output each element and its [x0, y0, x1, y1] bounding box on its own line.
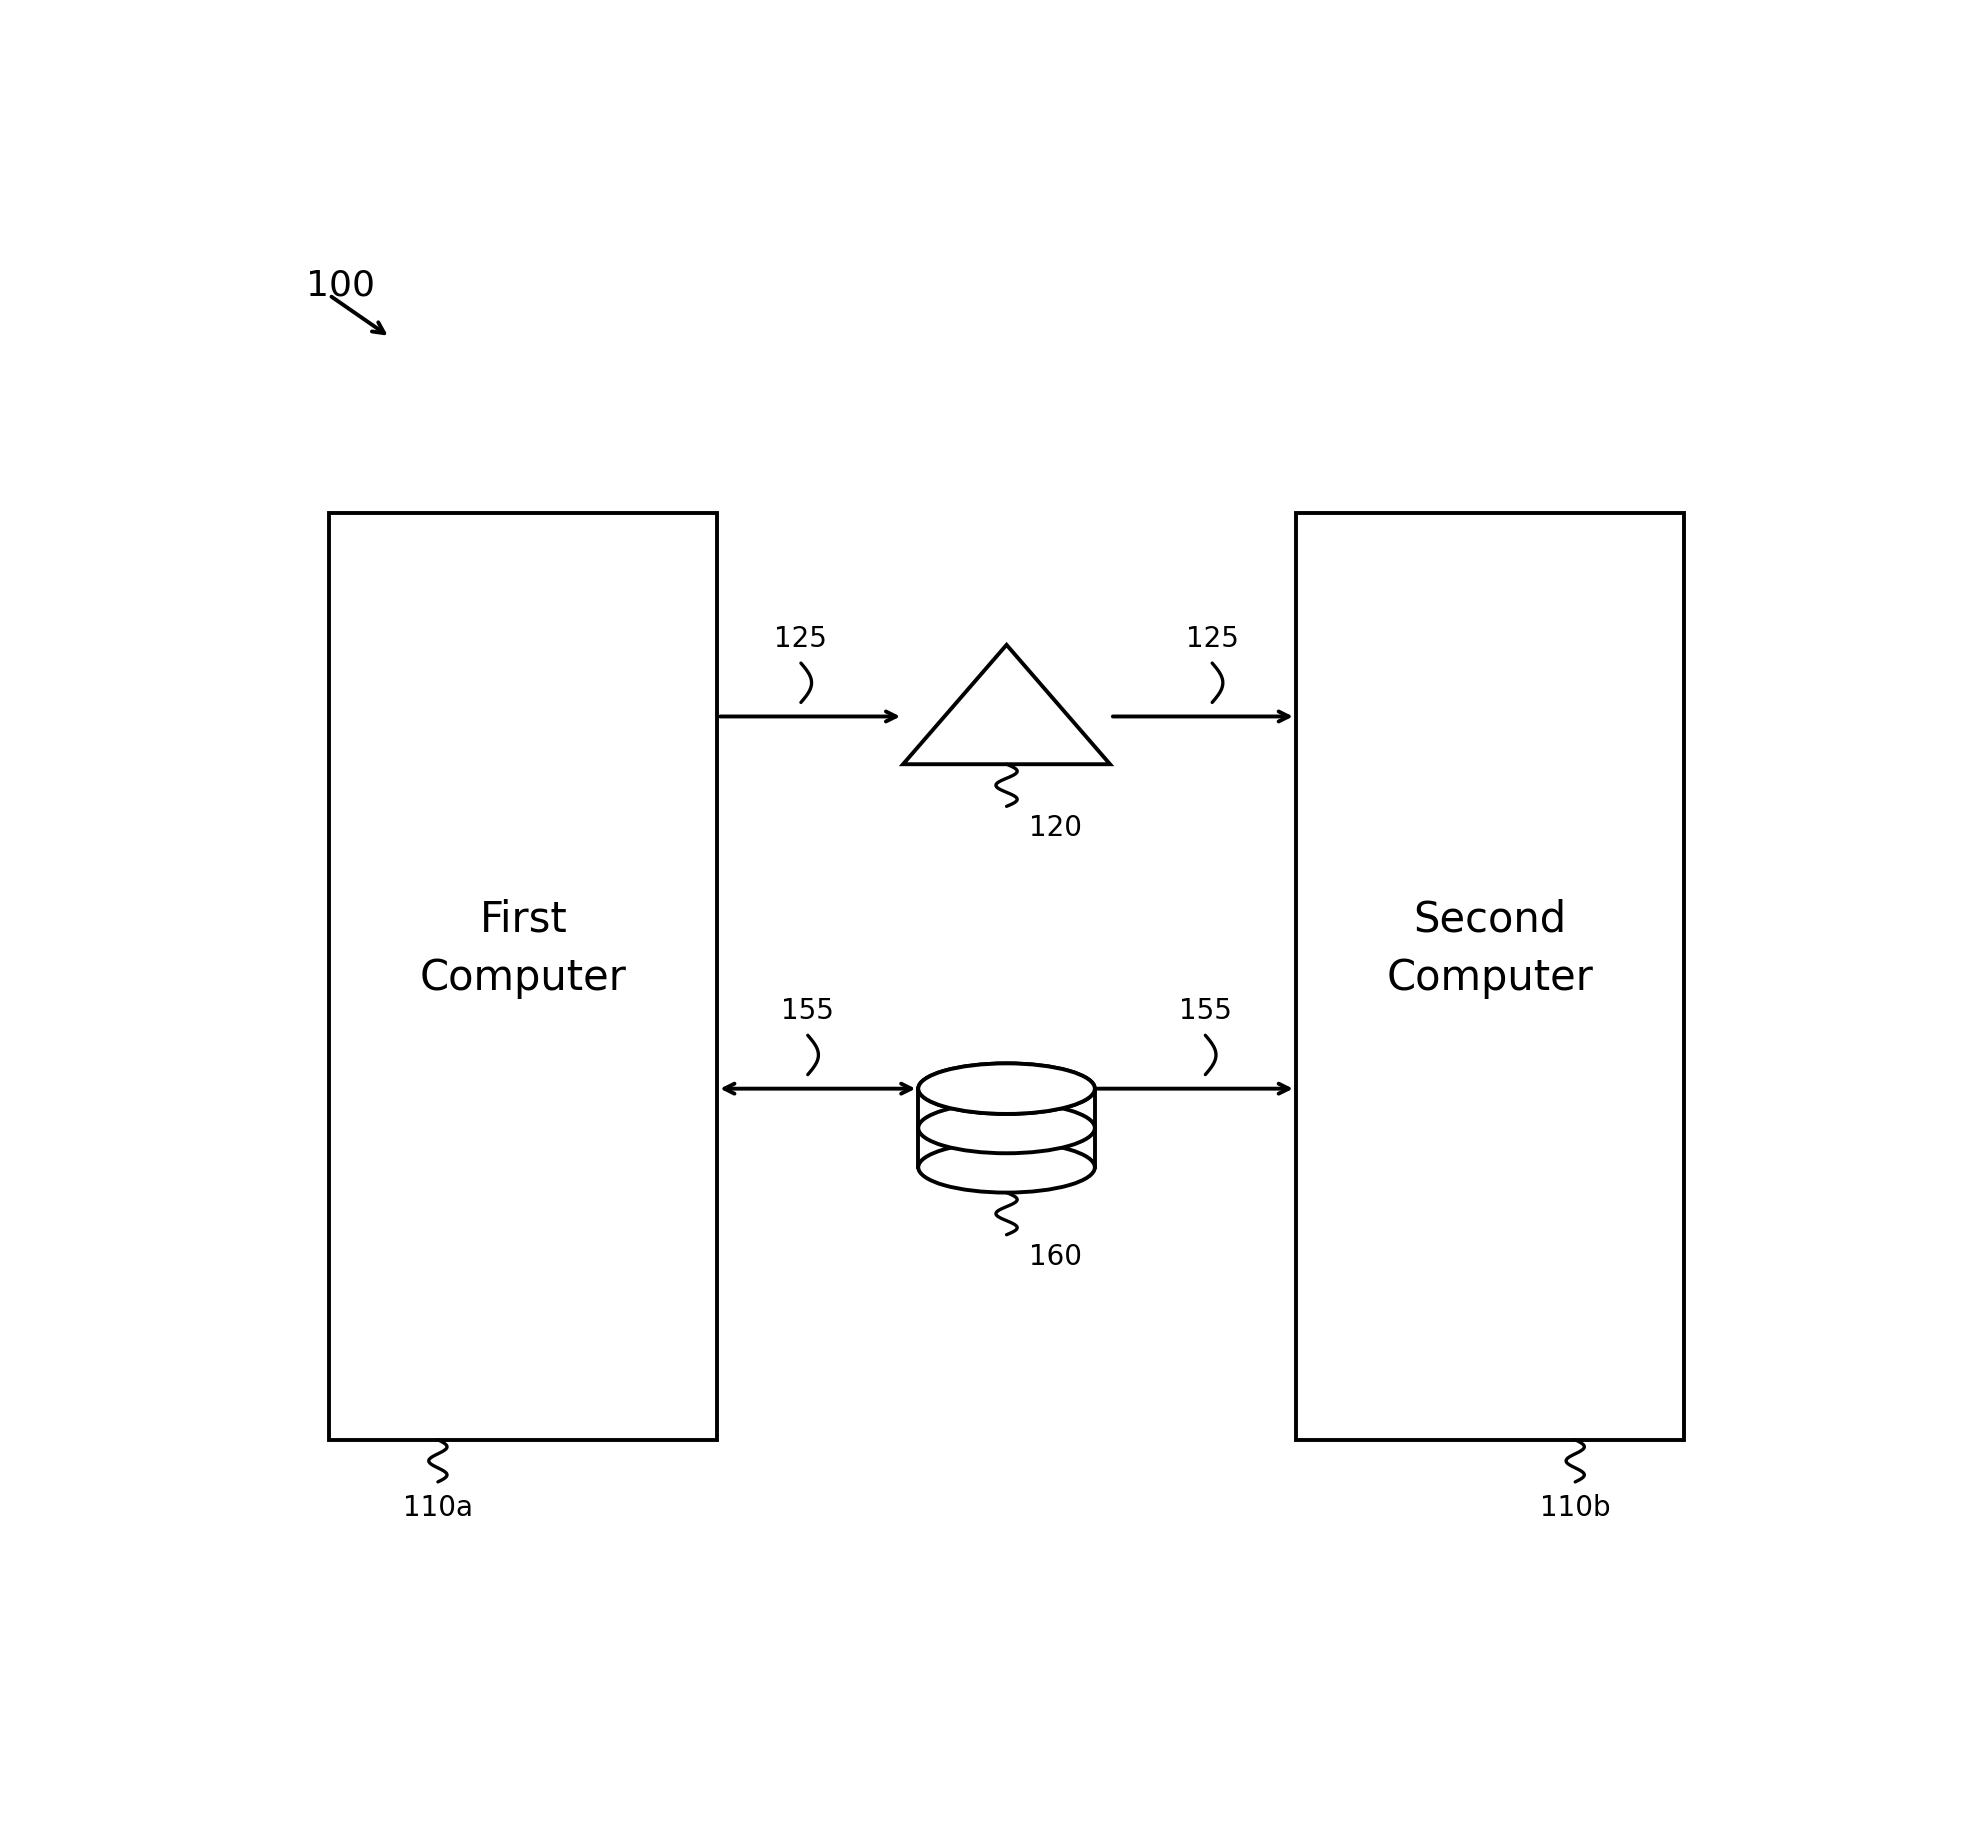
Ellipse shape: [919, 1065, 1094, 1114]
Ellipse shape: [919, 1143, 1094, 1192]
Text: 100: 100: [306, 268, 375, 303]
Text: First
Computer: First Computer: [420, 899, 627, 999]
Bar: [1296, 514, 1683, 1440]
Text: 155: 155: [1178, 997, 1231, 1025]
Bar: [330, 514, 717, 1440]
Text: 120: 120: [1029, 813, 1082, 842]
Text: 110b: 110b: [1540, 1493, 1610, 1522]
Ellipse shape: [919, 1103, 1094, 1154]
Text: 155: 155: [782, 997, 835, 1025]
Ellipse shape: [919, 1065, 1094, 1114]
Text: 125: 125: [774, 625, 827, 653]
Text: 160: 160: [1029, 1241, 1082, 1271]
Text: 110a: 110a: [403, 1493, 473, 1522]
Text: Second
Computer: Second Computer: [1387, 899, 1593, 999]
Text: 125: 125: [1186, 625, 1239, 653]
